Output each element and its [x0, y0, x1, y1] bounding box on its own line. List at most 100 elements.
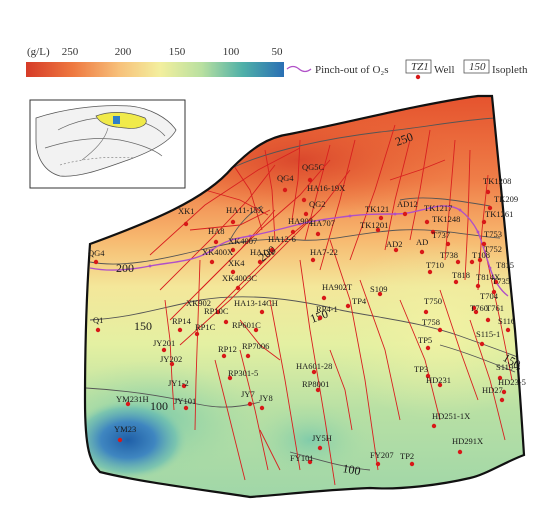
- well-marker[interactable]: AD: [416, 237, 428, 255]
- well-marker[interactable]: HD27: [482, 385, 505, 403]
- well-marker[interactable]: T710: [426, 260, 444, 275]
- well-marker[interactable]: JY7: [241, 389, 255, 407]
- well-marker[interactable]: T760: [470, 303, 488, 315]
- well-marker[interactable]: HD291X: [452, 436, 483, 455]
- well-label: T814X: [476, 272, 500, 282]
- well-label: HA11-15X: [226, 205, 264, 215]
- well-marker[interactable]: T108: [469, 250, 490, 265]
- well-marker[interactable]: TK121: [365, 204, 389, 221]
- well-marker[interactable]: FY101: [290, 453, 314, 465]
- well-marker[interactable]: HA7-22: [310, 247, 338, 263]
- main-map: 250200200150150150100100 QG5CQG4HA16-19X…: [83, 94, 526, 499]
- well-marker[interactable]: AD12: [397, 199, 418, 217]
- well-marker[interactable]: HD23-5: [498, 377, 526, 395]
- well-marker[interactable]: XK4: [228, 258, 245, 275]
- well-marker[interactable]: RP301-5: [227, 368, 258, 381]
- well-marker[interactable]: HA121: [250, 247, 275, 265]
- well-marker[interactable]: QG4: [277, 173, 294, 193]
- well-marker[interactable]: T761: [485, 303, 504, 323]
- well-marker[interactable]: TP5: [418, 335, 432, 351]
- well-marker[interactable]: T758: [422, 317, 443, 333]
- well-marker[interactable]: HA8: [208, 226, 225, 245]
- well-marker[interactable]: JY8: [259, 393, 273, 411]
- well-marker[interactable]: HD231: [426, 375, 451, 388]
- well-marker[interactable]: T818: [452, 270, 470, 285]
- well-marker[interactable]: HA12-6: [268, 234, 296, 253]
- well-marker[interactable]: TK1248: [430, 214, 461, 235]
- well-marker[interactable]: T752: [477, 244, 502, 263]
- well-marker[interactable]: JY101: [174, 396, 196, 411]
- well-marker[interactable]: TK1217: [424, 203, 452, 225]
- well-marker[interactable]: RP7006: [242, 341, 269, 359]
- well-marker[interactable]: T753: [481, 229, 502, 247]
- well-marker[interactable]: S109: [370, 284, 387, 297]
- well-label: RP4-1: [316, 304, 338, 314]
- well-marker[interactable]: TP3: [414, 364, 431, 379]
- well-marker[interactable]: HA16-19X: [301, 183, 345, 203]
- well-marker[interactable]: YM231H: [116, 394, 149, 407]
- well-marker[interactable]: RP8001: [302, 379, 329, 393]
- well-marker[interactable]: JY1-2: [168, 378, 189, 389]
- well-marker[interactable]: HA902T: [321, 282, 353, 301]
- well-marker[interactable]: HA11-15X: [226, 205, 264, 225]
- well-dot-icon: [245, 353, 251, 359]
- well-dot-icon: [445, 241, 451, 247]
- well-marker[interactable]: RP14: [172, 316, 192, 333]
- well-marker[interactable]: RP12: [218, 344, 237, 359]
- well-marker[interactable]: S119-3: [496, 362, 520, 381]
- well-marker[interactable]: HA707: [310, 218, 335, 237]
- well-marker[interactable]: XK4007: [228, 236, 257, 253]
- well-label: HA707: [310, 218, 335, 228]
- well-marker[interactable]: RP601C: [232, 320, 261, 333]
- well-marker[interactable]: XK400X: [202, 247, 233, 265]
- well-label: YM231H: [116, 394, 149, 404]
- well-marker[interactable]: FY207: [370, 450, 394, 467]
- well-marker[interactable]: TP4: [345, 296, 367, 309]
- well-marker[interactable]: XK4003C: [222, 273, 257, 291]
- well-label: HD291X: [452, 436, 483, 446]
- well-marker[interactable]: QG4: [88, 248, 105, 265]
- well-marker[interactable]: QG2: [303, 199, 326, 217]
- well-marker[interactable]: RP4-1: [316, 304, 338, 321]
- well-marker[interactable]: JY202: [160, 354, 182, 367]
- well-label: AD: [416, 237, 428, 247]
- well-marker[interactable]: S115-1: [476, 329, 500, 347]
- well-marker[interactable]: YM23: [114, 424, 136, 443]
- well-dot-icon: [497, 375, 503, 381]
- well-marker[interactable]: T735: [491, 276, 510, 295]
- well-marker[interactable]: QG5C: [302, 162, 325, 183]
- well-label: TK1261: [485, 209, 513, 219]
- well-marker[interactable]: HA902: [288, 216, 313, 235]
- well-label: S115-1: [476, 329, 500, 339]
- well-marker[interactable]: T737: [432, 230, 451, 247]
- well-marker[interactable]: AD2: [386, 239, 403, 253]
- well-marker[interactable]: T815: [493, 260, 514, 285]
- well-marker[interactable]: T814X: [475, 272, 500, 289]
- well-marker[interactable]: TK1201: [360, 220, 388, 233]
- well-marker[interactable]: T704: [471, 291, 499, 311]
- well-marker[interactable]: TK1261: [481, 209, 514, 225]
- well-marker[interactable]: S116: [498, 316, 515, 333]
- well-label: XK902: [186, 298, 211, 308]
- well-marker[interactable]: T750: [423, 296, 442, 315]
- well-marker[interactable]: JY5H: [312, 433, 332, 451]
- well-dot-icon: [321, 295, 327, 301]
- well-label: HA7-22: [310, 247, 338, 257]
- well-marker[interactable]: HD251-1X: [431, 411, 470, 429]
- well-marker[interactable]: RP1C: [194, 322, 216, 337]
- well-marker[interactable]: XK1: [178, 206, 195, 227]
- well-marker[interactable]: T738: [440, 250, 461, 265]
- well-marker[interactable]: JY201: [153, 338, 175, 353]
- well-label: AD12: [397, 199, 418, 209]
- well-label: JY202: [160, 354, 182, 364]
- well-marker[interactable]: TK1208: [483, 176, 511, 195]
- well-marker[interactable]: HA601-28: [296, 361, 332, 375]
- well-marker[interactable]: TP2: [400, 451, 415, 467]
- well-marker[interactable]: XK902: [186, 298, 221, 315]
- well-marker[interactable]: Q1: [93, 315, 103, 333]
- scale-tick-label: 150: [169, 46, 186, 58]
- well-marker[interactable]: RP10C: [204, 306, 229, 325]
- well-marker[interactable]: TK209: [487, 194, 518, 211]
- well-marker[interactable]: HA13-14CH: [234, 298, 278, 315]
- wells: QG5C QG4 HA16-19X XK1 HA11-15X QG2 HA902 HA8 HA7…: [88, 162, 526, 467]
